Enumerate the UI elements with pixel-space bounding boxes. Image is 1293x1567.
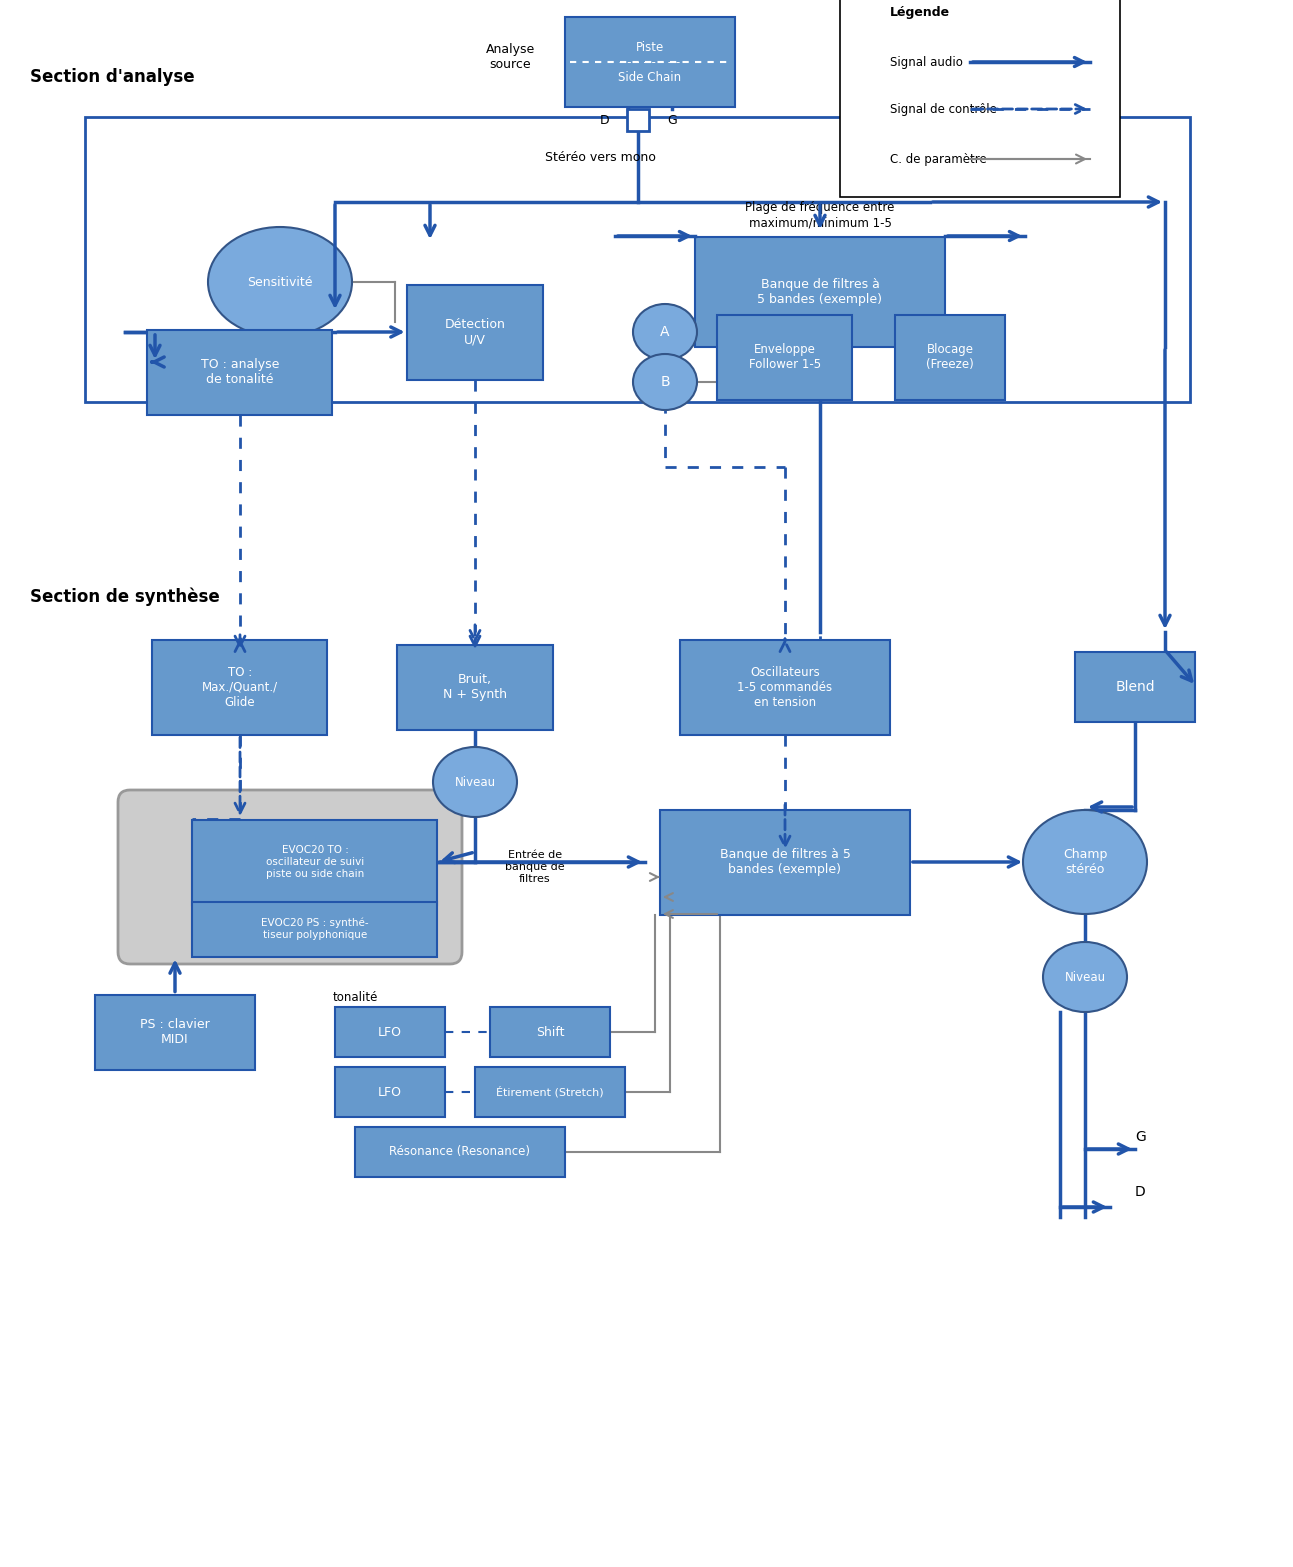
Text: Bruit,
N + Synth: Bruit, N + Synth <box>443 672 507 700</box>
FancyBboxPatch shape <box>193 901 437 956</box>
FancyBboxPatch shape <box>680 639 890 735</box>
Text: Plage de fréquence entre
maximum/minimum 1-5: Plage de fréquence entre maximum/minimum… <box>745 201 895 229</box>
FancyBboxPatch shape <box>94 995 255 1070</box>
FancyBboxPatch shape <box>565 17 734 107</box>
Text: LFO: LFO <box>378 1086 402 1098</box>
Text: Synthèse
source: Synthèse source <box>215 838 266 860</box>
Text: Légende: Légende <box>890 6 950 19</box>
Text: PS : clavier
MIDI: PS : clavier MIDI <box>140 1019 209 1047</box>
Ellipse shape <box>433 747 517 816</box>
Text: Blocage
(Freeze): Blocage (Freeze) <box>926 343 974 371</box>
Ellipse shape <box>634 354 697 411</box>
FancyBboxPatch shape <box>397 644 552 730</box>
FancyBboxPatch shape <box>335 1067 445 1117</box>
Text: Banque de filtres à 5
bandes (exemple): Banque de filtres à 5 bandes (exemple) <box>720 848 851 876</box>
Text: TO :
Max./Quant./
Glide: TO : Max./Quant./ Glide <box>202 666 278 708</box>
Text: Entrée de
banque de
filtres: Entrée de banque de filtres <box>506 851 565 884</box>
FancyBboxPatch shape <box>840 0 1120 197</box>
FancyBboxPatch shape <box>696 237 945 346</box>
Text: G: G <box>1135 1130 1146 1144</box>
Text: C. de paramètre: C. de paramètre <box>890 152 987 166</box>
Text: LFO: LFO <box>378 1025 402 1039</box>
Text: Champ
stéréo: Champ stéréo <box>1063 848 1107 876</box>
Text: Enveloppe
Follower 1-5: Enveloppe Follower 1-5 <box>749 343 821 371</box>
Text: Stéréo vers mono: Stéréo vers mono <box>544 150 656 163</box>
Text: G: G <box>667 113 676 127</box>
Text: Oscillateurs
1-5 commandés
en tension: Oscillateurs 1-5 commandés en tension <box>737 666 833 708</box>
FancyBboxPatch shape <box>118 790 462 964</box>
FancyBboxPatch shape <box>490 1008 610 1058</box>
FancyBboxPatch shape <box>627 110 649 132</box>
Text: Section d'analyse: Section d'analyse <box>30 67 195 86</box>
Ellipse shape <box>208 227 352 337</box>
Text: Blend: Blend <box>1115 680 1155 694</box>
FancyBboxPatch shape <box>718 315 852 400</box>
FancyBboxPatch shape <box>895 315 1005 400</box>
FancyBboxPatch shape <box>335 1008 445 1058</box>
FancyBboxPatch shape <box>659 810 910 915</box>
FancyBboxPatch shape <box>1074 652 1195 722</box>
Text: Détection
U/V: Détection U/V <box>445 318 506 346</box>
Text: Piste
- - - - - - - -
Side Chain: Piste - - - - - - - - Side Chain <box>618 41 681 83</box>
Text: Niveau: Niveau <box>454 776 495 788</box>
FancyBboxPatch shape <box>407 285 543 379</box>
Text: Shift: Shift <box>535 1025 564 1039</box>
Text: D: D <box>600 113 610 127</box>
Text: A: A <box>661 324 670 338</box>
FancyBboxPatch shape <box>153 639 327 735</box>
FancyBboxPatch shape <box>356 1127 565 1177</box>
Text: Niveau: Niveau <box>1064 970 1106 984</box>
Text: D: D <box>1135 1185 1146 1199</box>
Text: Banque de filtres à
5 bandes (exemple): Banque de filtres à 5 bandes (exemple) <box>758 277 883 306</box>
Text: EVOC20 TO :
oscillateur de suivi
piste ou side chain: EVOC20 TO : oscillateur de suivi piste o… <box>266 846 365 879</box>
Ellipse shape <box>1043 942 1127 1012</box>
Text: Section de synthèse: Section de synthèse <box>30 588 220 606</box>
FancyBboxPatch shape <box>147 329 332 415</box>
FancyBboxPatch shape <box>193 820 437 904</box>
Text: TO : analyse
de tonalité: TO : analyse de tonalité <box>200 357 279 385</box>
Text: Signal de contrôle: Signal de contrôle <box>890 102 997 116</box>
Ellipse shape <box>634 304 697 360</box>
Text: B: B <box>661 375 670 389</box>
Text: Résonance (Resonance): Résonance (Resonance) <box>389 1145 530 1158</box>
Text: Analyse
source: Analyse source <box>486 42 535 71</box>
Text: EVOC20 PS : synthé-
tiseur polyphonique: EVOC20 PS : synthé- tiseur polyphonique <box>261 918 369 940</box>
Text: tonalité: tonalité <box>332 990 378 1003</box>
Text: Signal audio: Signal audio <box>890 55 963 69</box>
Ellipse shape <box>1023 810 1147 914</box>
Text: Sensitivité: Sensitivité <box>247 276 313 288</box>
Text: Étirement (Stretch): Étirement (Stretch) <box>497 1086 604 1098</box>
FancyBboxPatch shape <box>475 1067 625 1117</box>
